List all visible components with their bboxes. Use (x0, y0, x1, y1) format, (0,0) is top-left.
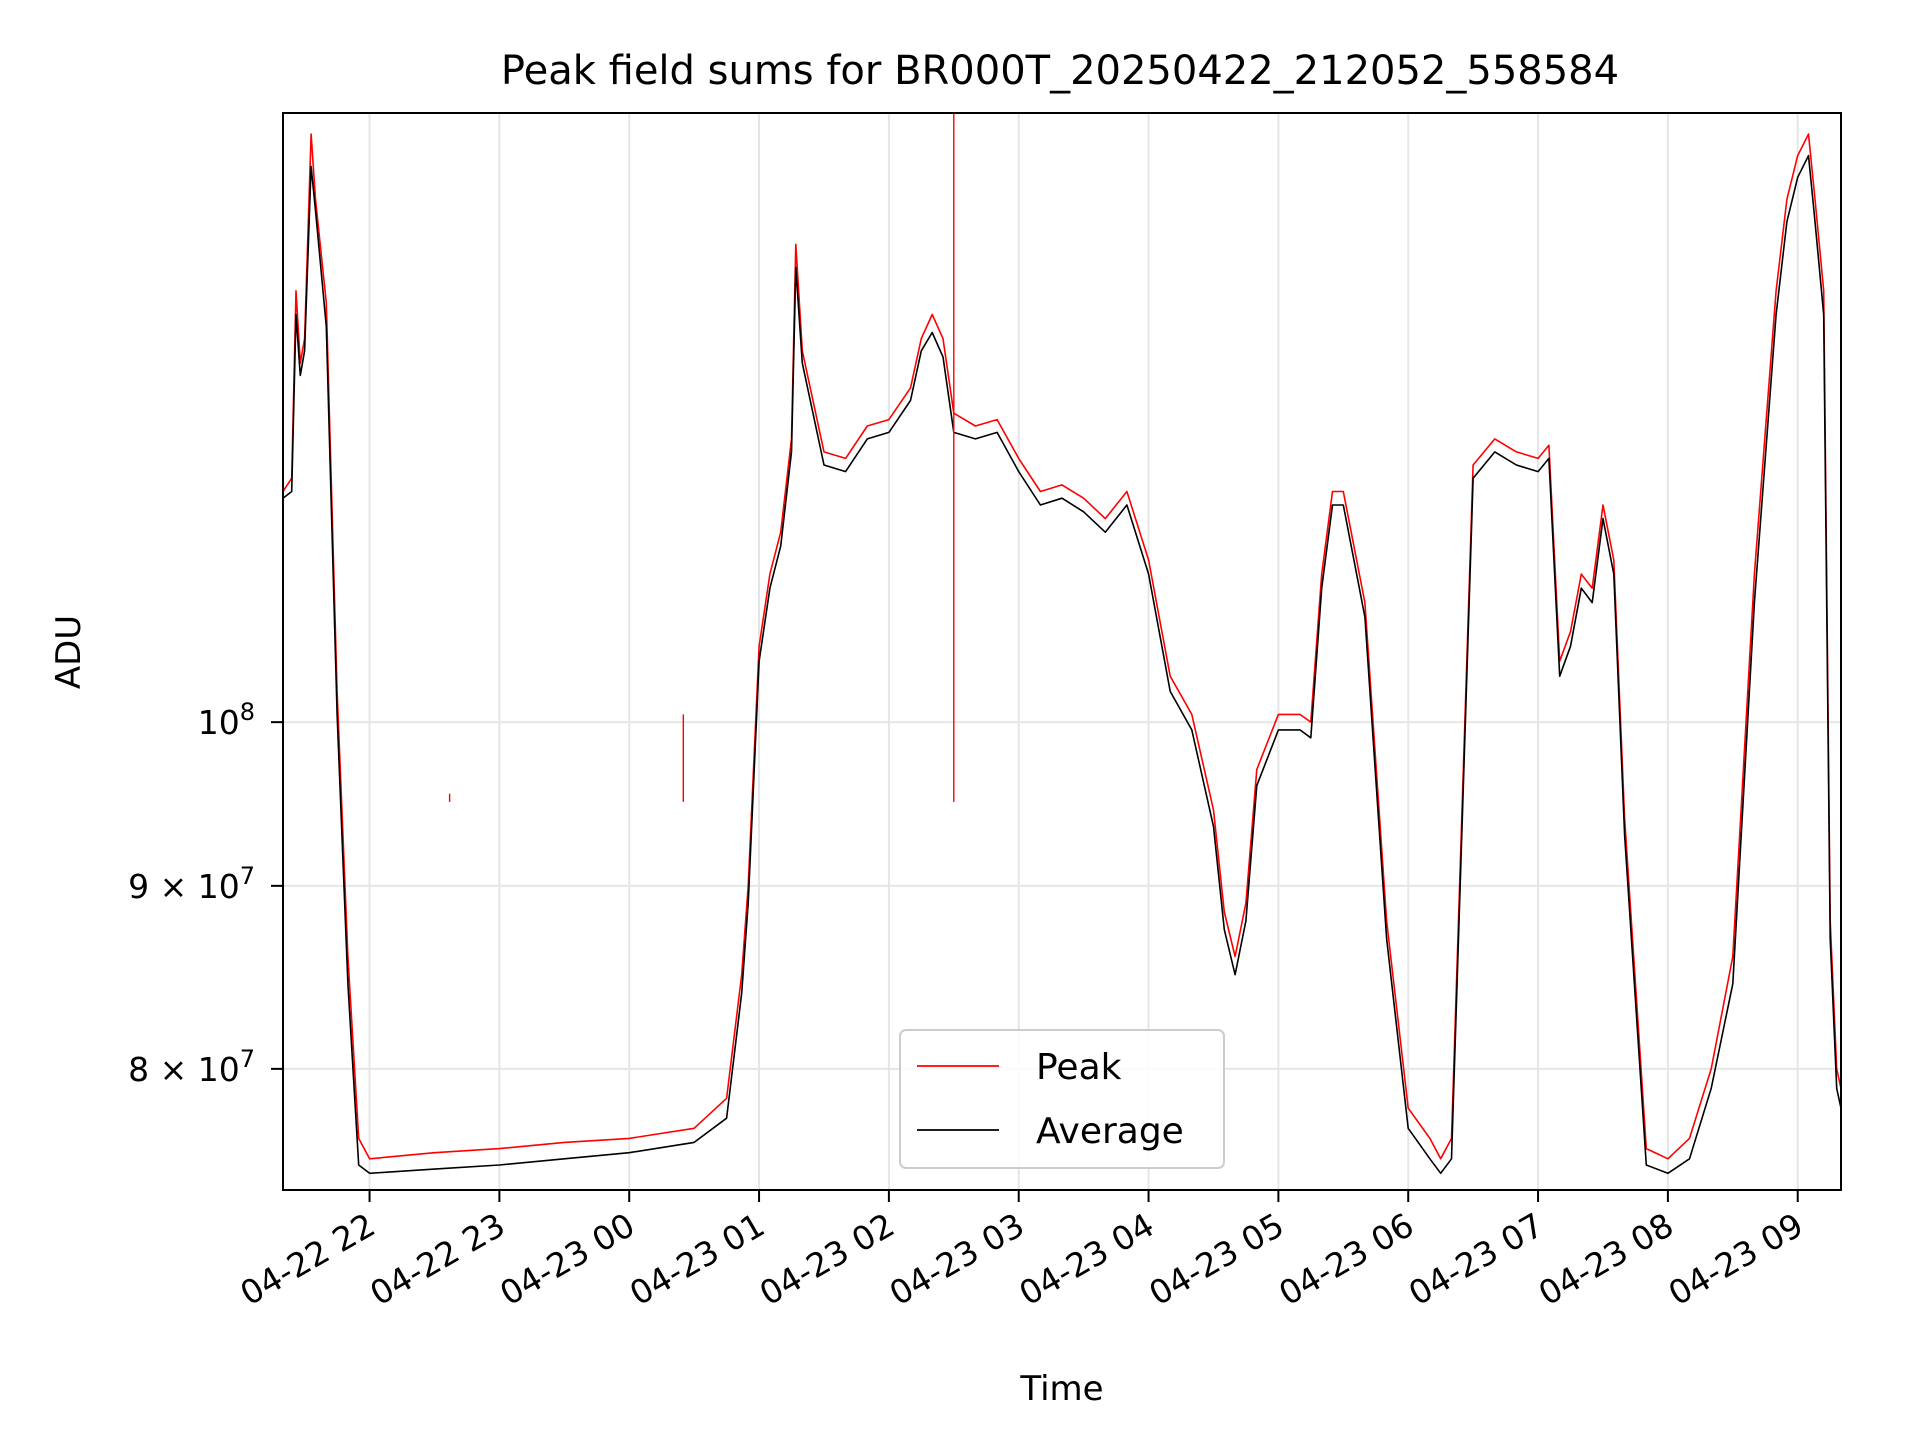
series-line-average (283, 154, 1841, 1175)
plot-area (283, 113, 1841, 1175)
y-axis-label: ADU (49, 615, 89, 689)
chart-title: Peak field sums for BR000T_20250422_2120… (501, 48, 1619, 94)
grid (283, 113, 1841, 1190)
y-tick-label: 8 × 107 (128, 1045, 255, 1089)
legend: Peak Average (899, 1029, 1225, 1169)
x-axis-label: Time (1019, 1369, 1103, 1409)
y-tick-label: 108 (198, 698, 255, 742)
legend-label-average: Average (1036, 1111, 1184, 1152)
series-line-peak (283, 133, 1841, 1160)
y-axis: 8 × 107 9 × 107 108 (128, 698, 283, 1089)
axes-frame (282, 112, 1842, 1191)
legend-box (899, 1029, 1225, 1169)
legend-label-peak: Peak (1036, 1047, 1122, 1088)
y-tick-label: 9 × 107 (128, 862, 255, 906)
